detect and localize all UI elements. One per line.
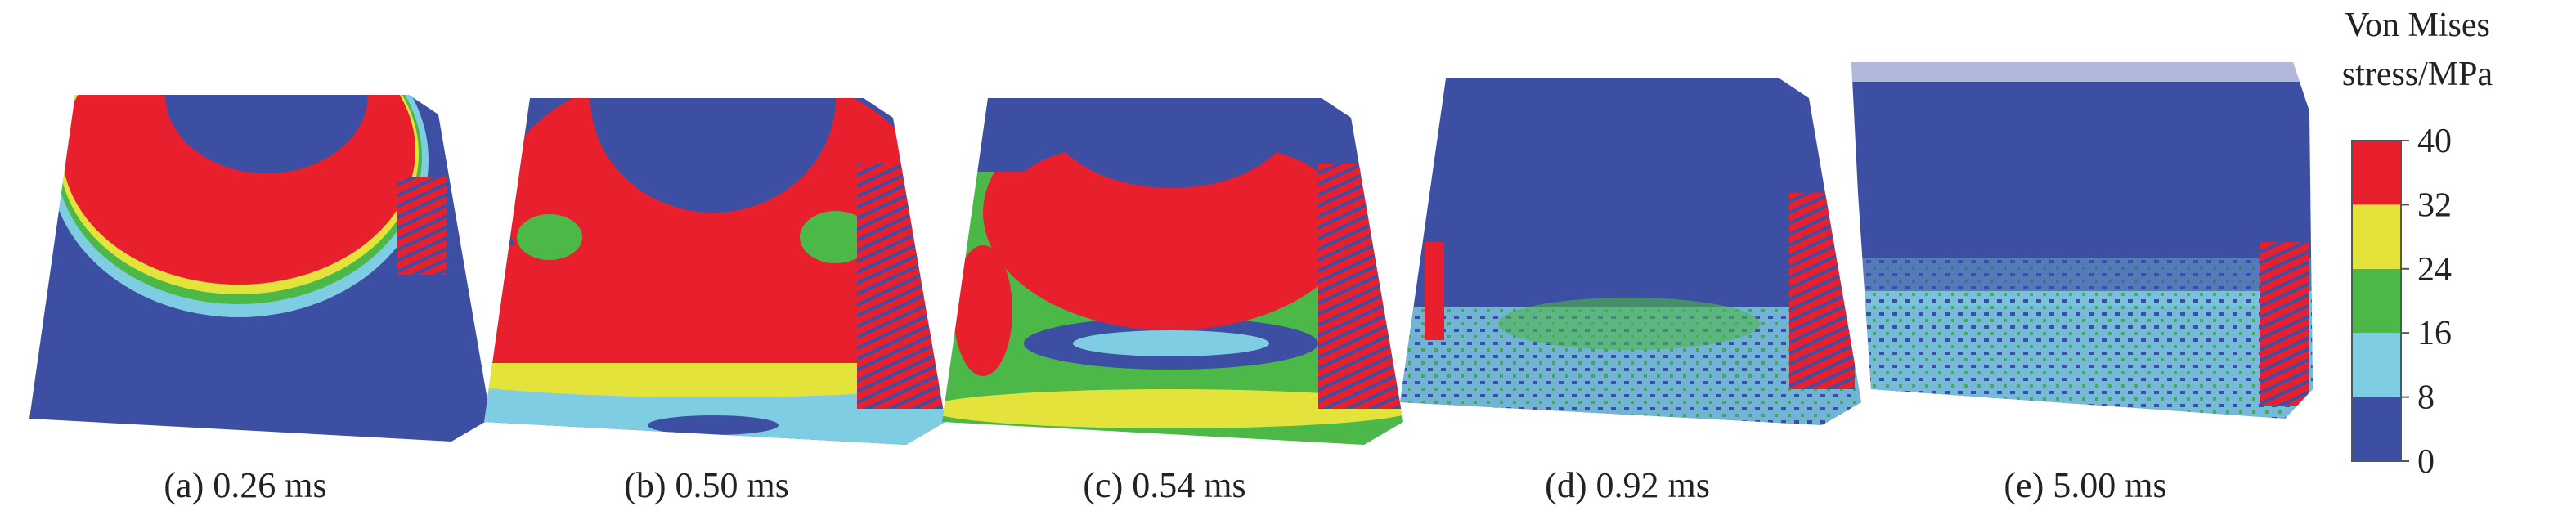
caption: (b) 0.50 ms — [624, 465, 789, 505]
colorbar-segment — [2352, 204, 2401, 269]
caption: (e) 5.00 ms — [2004, 465, 2166, 505]
colorbar-title: stress/MPa — [2342, 56, 2493, 93]
panel-a — [29, 95, 491, 442]
panel-e — [1851, 62, 2313, 419]
colorbar-title: Von Mises — [2345, 7, 2490, 44]
colorbar-tick-label: 16 — [2417, 315, 2452, 352]
colorbar-segment — [2352, 141, 2401, 205]
caption: (c) 0.54 ms — [1083, 465, 1245, 505]
colorbar-tick-label: 8 — [2417, 379, 2435, 417]
colorbar-tick-label: 40 — [2417, 123, 2452, 160]
colorbar: Von Mises stress/MPa 0 8 16 24 32 40 — [2342, 7, 2493, 481]
colorbar-segment — [2352, 333, 2401, 397]
captions: (a) 0.26 ms (b) 0.50 ms (c) 0.54 ms (d) … — [164, 465, 2166, 505]
colorbar-tick-label: 0 — [2417, 443, 2435, 481]
panel-d — [1400, 78, 1861, 425]
panel-b — [484, 98, 945, 445]
caption: (a) 0.26 ms — [164, 465, 326, 505]
colorbar-tick-label: 32 — [2417, 186, 2452, 224]
panel-c — [942, 98, 1403, 445]
colorbar-frame — [2351, 140, 2402, 462]
colorbar-segment — [2352, 397, 2401, 461]
colorbar-tick-label: 24 — [2417, 251, 2452, 289]
caption: (d) 0.92 ms — [1545, 465, 1710, 505]
colorbar-segment — [2352, 268, 2401, 334]
